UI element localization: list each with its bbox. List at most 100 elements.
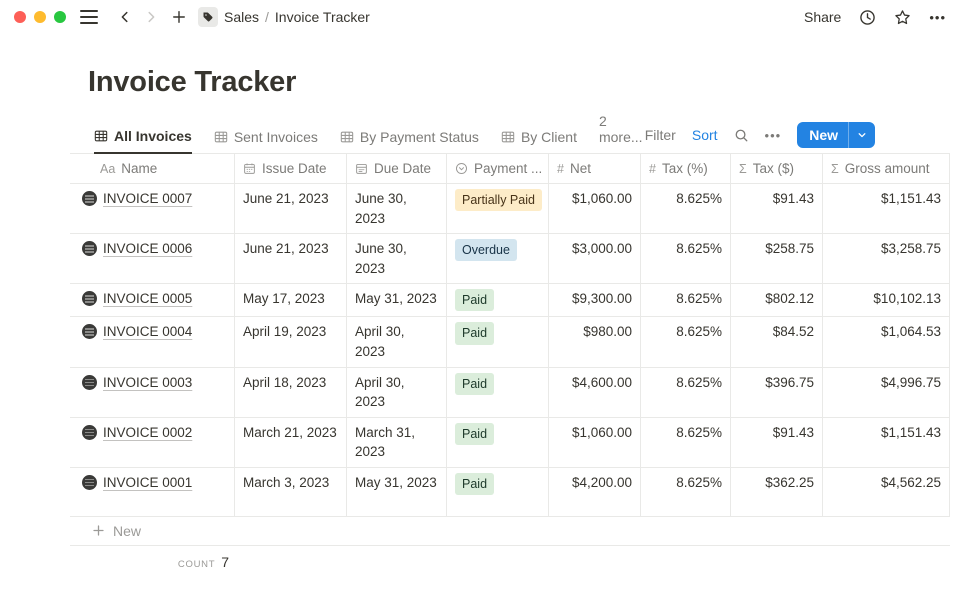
issue-date-cell[interactable]: May 17, 2023: [235, 284, 347, 317]
status-badge[interactable]: Partially Paid: [455, 189, 542, 212]
invoice-name-cell[interactable]: INVOICE 0003: [70, 367, 235, 417]
payment-status-cell[interactable]: Paid: [447, 417, 549, 467]
column-header-payment-status[interactable]: Payment ...: [447, 154, 549, 183]
new-page-icon[interactable]: [172, 10, 186, 24]
net-cell[interactable]: $9,300.00: [549, 284, 641, 317]
due-date-cell[interactable]: May 31, 2023: [347, 284, 447, 317]
table-view-icon: [501, 130, 515, 144]
net-cell[interactable]: $4,600.00: [549, 367, 641, 417]
net-cell[interactable]: $4,200.00: [549, 467, 641, 516]
tax-percent-cell[interactable]: 8.625%: [641, 417, 731, 467]
net-cell[interactable]: $1,060.00: [549, 184, 641, 234]
invoice-name-link[interactable]: INVOICE 0004: [103, 324, 193, 340]
payment-status-cell[interactable]: Paid: [447, 367, 549, 417]
sidebar-toggle-icon[interactable]: [80, 10, 98, 24]
invoice-name-cell[interactable]: INVOICE 0004: [70, 317, 235, 367]
view-more-options-icon[interactable]: •••: [764, 127, 782, 143]
share-button[interactable]: Share: [803, 9, 842, 25]
nav-back-icon[interactable]: [118, 10, 132, 24]
status-badge[interactable]: Paid: [455, 422, 495, 445]
due-date-cell[interactable]: June 30, 2023: [347, 234, 447, 284]
invoice-name-link[interactable]: INVOICE 0001: [103, 474, 193, 490]
gross-amount-cell: $10,102.13: [823, 284, 950, 317]
chevron-down-icon[interactable]: [849, 122, 875, 148]
invoice-name-link[interactable]: INVOICE 0003: [103, 374, 193, 390]
invoice-name-link[interactable]: INVOICE 0007: [103, 191, 193, 206]
new-button[interactable]: New: [797, 122, 875, 148]
tax-percent-cell[interactable]: 8.625%: [641, 467, 731, 516]
column-header-name[interactable]: Aa Name: [70, 154, 235, 183]
column-header-net[interactable]: # Net: [549, 154, 641, 183]
issue-date-cell[interactable]: March 21, 2023: [235, 417, 347, 467]
sort-button[interactable]: Sort: [691, 127, 718, 143]
tab-all-invoices[interactable]: All Invoices: [94, 128, 192, 154]
issue-date-cell[interactable]: June 21, 2023: [235, 184, 347, 234]
invoice-name-cell[interactable]: INVOICE 0001: [70, 467, 235, 516]
net-cell[interactable]: $1,060.00: [549, 417, 641, 467]
minimize-window-button[interactable]: [34, 11, 46, 23]
table-row: INVOICE 0003 April 18, 2023 April 30, 2023…: [70, 367, 950, 418]
tax-percent-cell[interactable]: 8.625%: [641, 367, 731, 417]
column-header-tax-amt[interactable]: Σ Tax ($): [731, 154, 823, 183]
invoice-name-cell[interactable]: INVOICE 0007: [70, 184, 235, 234]
status-badge[interactable]: Paid: [455, 372, 495, 395]
due-date-cell[interactable]: April 30, 2023: [347, 317, 447, 367]
table-footer-calculation[interactable]: Count 7: [70, 546, 235, 570]
payment-status-cell[interactable]: Paid: [447, 467, 549, 516]
view-toolbar: Filter Sort ••• New: [645, 122, 875, 153]
column-header-due-date[interactable]: Due Date: [347, 154, 447, 183]
tab-sent-invoices[interactable]: Sent Invoices: [214, 129, 318, 153]
payment-status-cell[interactable]: Partially Paid: [447, 184, 549, 234]
tax-percent-cell[interactable]: 8.625%: [641, 184, 731, 234]
net-cell[interactable]: $980.00: [549, 317, 641, 367]
payment-status-cell[interactable]: Overdue: [447, 234, 549, 284]
tax-percent-cell[interactable]: 8.625%: [641, 234, 731, 284]
due-date-cell[interactable]: May 31, 2023: [347, 467, 447, 516]
invoice-name-cell[interactable]: INVOICE 0006: [70, 234, 235, 284]
status-badge[interactable]: Paid: [455, 289, 495, 312]
add-row-button[interactable]: New: [70, 517, 950, 546]
invoice-name-cell[interactable]: INVOICE 0005: [70, 284, 235, 317]
search-icon[interactable]: [734, 128, 749, 143]
issue-date-cell[interactable]: April 19, 2023: [235, 317, 347, 367]
net-cell[interactable]: $3,000.00: [549, 234, 641, 284]
column-header-gross-amount[interactable]: Σ Gross amount: [823, 154, 950, 183]
column-header-tax-pct[interactable]: # Tax (%): [641, 154, 731, 183]
sum-icon: Σ: [831, 161, 839, 176]
invoice-name-link[interactable]: INVOICE 0006: [103, 241, 193, 257]
issue-date-cell[interactable]: April 18, 2023: [235, 367, 347, 417]
payment-status-cell[interactable]: Paid: [447, 284, 549, 317]
filter-button[interactable]: Filter: [644, 127, 676, 143]
status-badge[interactable]: Overdue: [455, 239, 517, 262]
invoice-name-link[interactable]: INVOICE 0002: [103, 424, 193, 440]
history-clock-icon[interactable]: [859, 9, 876, 26]
column-header-issue-date[interactable]: Issue Date: [235, 154, 347, 183]
due-date-cell[interactable]: June 30, 2023: [347, 184, 447, 234]
breadcrumb-section[interactable]: Sales: [224, 9, 260, 25]
tabs-more-button[interactable]: 2 more...: [598, 113, 643, 145]
tax-percent-cell[interactable]: 8.625%: [641, 317, 731, 367]
status-badge[interactable]: Paid: [455, 472, 495, 495]
status-badge[interactable]: Paid: [455, 322, 495, 345]
issue-date-cell[interactable]: March 3, 2023: [235, 467, 347, 516]
page-more-options-icon[interactable]: •••: [929, 9, 946, 25]
new-button-label[interactable]: New: [809, 127, 838, 143]
nav-forward-icon[interactable]: [144, 10, 158, 24]
due-date-cell[interactable]: March 31, 2023: [347, 417, 447, 467]
maximize-window-button[interactable]: [54, 11, 66, 23]
tax-percent-cell[interactable]: 8.625%: [641, 284, 731, 317]
number-icon: #: [649, 161, 656, 176]
issue-date-cell[interactable]: June 21, 2023: [235, 234, 347, 284]
tab-by-payment-status[interactable]: By Payment Status: [340, 129, 479, 153]
breadcrumb-page[interactable]: Invoice Tracker: [274, 9, 370, 25]
invoice-name-cell[interactable]: INVOICE 0002: [70, 417, 235, 467]
invoice-name-link[interactable]: INVOICE 0005: [103, 291, 193, 307]
favorite-star-icon[interactable]: [894, 9, 911, 26]
due-date-cell[interactable]: April 30, 2023: [347, 367, 447, 417]
close-window-button[interactable]: [14, 11, 26, 23]
payment-status-cell[interactable]: Paid: [447, 317, 549, 367]
page-tag-icon[interactable]: [198, 7, 218, 27]
invoice-page-icon: [82, 241, 97, 257]
number-icon: #: [557, 161, 564, 176]
tab-by-client[interactable]: By Client: [501, 129, 577, 153]
